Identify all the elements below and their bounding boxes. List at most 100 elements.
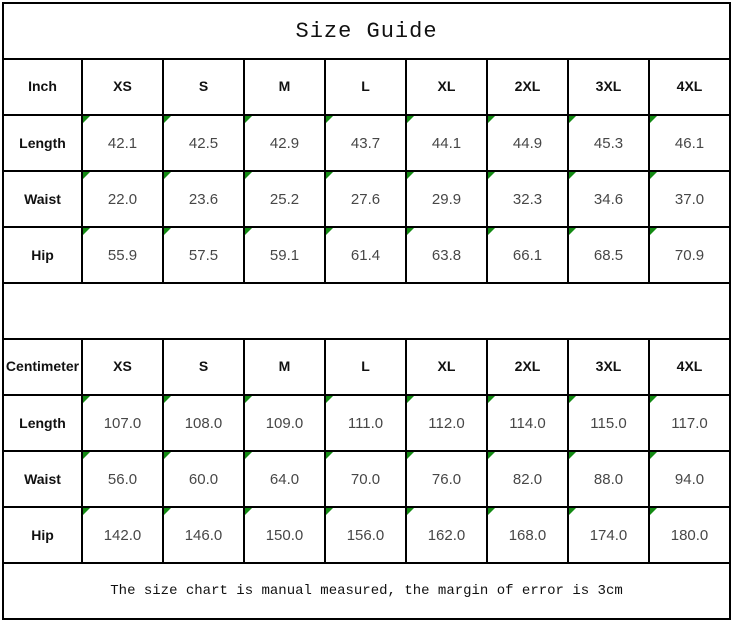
measurement-cell: 162.0 [405, 506, 488, 564]
size-header-3xl: 3XL [567, 338, 650, 396]
corner-flag-icon [246, 397, 252, 403]
unit-header-inch: Inch [2, 58, 83, 116]
measurement-value: 142.0 [103, 526, 142, 544]
size-header-4xl: 4XL [647, 58, 731, 116]
corner-flag-icon [84, 397, 90, 403]
measurement-value: 29.9 [431, 190, 462, 208]
measurement-value: 46.1 [674, 134, 705, 152]
measurement-cell: 29.9 [405, 170, 488, 228]
measurement-cell: 82.0 [486, 450, 569, 508]
corner-flag-icon [246, 173, 252, 179]
measurement-value: 146.0 [184, 526, 223, 544]
measurement-value: 68.5 [593, 246, 624, 264]
measurement-value: 43.7 [350, 134, 381, 152]
inch-length-row: Length 42.1 42.5 42.9 43.7 44.1 44.9 45.… [2, 114, 731, 172]
measurement-value: 60.0 [188, 470, 219, 488]
spacer-row [1, 282, 731, 340]
corner-flag-icon [84, 229, 90, 235]
measurement-cell: 23.6 [162, 170, 245, 228]
corner-flag-icon [489, 173, 495, 179]
corner-flag-icon [84, 117, 90, 123]
size-header-s: S [162, 338, 245, 396]
measurement-value: 32.3 [512, 190, 543, 208]
measurement-cell: 42.1 [81, 114, 164, 172]
measurement-cell: 114.0 [486, 394, 569, 452]
size-header-l: L [324, 338, 407, 396]
measurement-value: 44.1 [431, 134, 462, 152]
centimeter-length-row: Length 107.0 108.0 109.0 111.0 112.0 114… [2, 394, 731, 452]
measurement-value: 180.0 [670, 526, 709, 544]
measurement-cell: 76.0 [405, 450, 488, 508]
corner-flag-icon [408, 397, 414, 403]
footer-note: The size chart is manual measured, the m… [1, 562, 731, 620]
corner-flag-icon [408, 173, 414, 179]
measurement-value: 156.0 [346, 526, 385, 544]
corner-flag-icon [651, 229, 657, 235]
measurement-value: 56.0 [107, 470, 138, 488]
measurement-cell: 64.0 [243, 450, 326, 508]
size-header-xs: XS [81, 58, 164, 116]
measurement-cell: 142.0 [81, 506, 164, 564]
measurement-value: 82.0 [512, 470, 543, 488]
size-header-3xl: 3XL [567, 58, 650, 116]
measurement-cell: 146.0 [162, 506, 245, 564]
centimeter-header-row: Centimeter XS S M L XL 2XL 3XL 4XL [2, 338, 731, 396]
measurement-cell: 115.0 [567, 394, 650, 452]
corner-flag-icon [651, 117, 657, 123]
corner-flag-icon [327, 117, 333, 123]
corner-flag-icon [165, 453, 171, 459]
measurement-cell: 109.0 [243, 394, 326, 452]
inch-header-row: Inch XS S M L XL 2XL 3XL 4XL [2, 58, 731, 116]
measurement-value: 108.0 [184, 414, 223, 432]
row-label: Hip [2, 226, 83, 284]
corner-flag-icon [327, 453, 333, 459]
measurement-cell: 42.9 [243, 114, 326, 172]
measurement-cell: 42.5 [162, 114, 245, 172]
size-header-l: L [324, 58, 407, 116]
measurement-cell: 32.3 [486, 170, 569, 228]
measurement-value: 109.0 [265, 414, 304, 432]
corner-flag-icon [651, 173, 657, 179]
measurement-cell: 68.5 [567, 226, 650, 284]
corner-flag-icon [408, 229, 414, 235]
measurement-cell: 70.9 [647, 226, 731, 284]
row-label: Length [2, 114, 83, 172]
measurement-value: 168.0 [508, 526, 547, 544]
measurement-value: 150.0 [265, 526, 304, 544]
measurement-cell: 94.0 [647, 450, 731, 508]
measurement-cell: 88.0 [567, 450, 650, 508]
measurement-value: 70.0 [350, 470, 381, 488]
measurement-cell: 22.0 [81, 170, 164, 228]
measurement-cell: 57.5 [162, 226, 245, 284]
corner-flag-icon [408, 509, 414, 515]
corner-flag-icon [165, 117, 171, 123]
measurement-cell: 111.0 [324, 394, 407, 452]
row-label: Length [2, 394, 83, 452]
measurement-value: 25.2 [269, 190, 300, 208]
measurement-cell: 25.2 [243, 170, 326, 228]
measurement-cell: 59.1 [243, 226, 326, 284]
measurement-value: 42.1 [107, 134, 138, 152]
measurement-value: 94.0 [674, 470, 705, 488]
corner-flag-icon [165, 173, 171, 179]
size-header-xs: XS [81, 338, 164, 396]
measurement-value: 42.5 [188, 134, 219, 152]
measurement-value: 22.0 [107, 190, 138, 208]
size-header-xl: XL [405, 338, 488, 396]
corner-flag-icon [246, 117, 252, 123]
measurement-value: 23.6 [188, 190, 219, 208]
size-header-xl: XL [405, 58, 488, 116]
corner-flag-icon [165, 397, 171, 403]
inch-waist-row: Waist 22.0 23.6 25.2 27.6 29.9 32.3 34.6… [2, 170, 731, 228]
measurement-value: 174.0 [589, 526, 628, 544]
corner-flag-icon [570, 173, 576, 179]
measurement-cell: 70.0 [324, 450, 407, 508]
measurement-value: 37.0 [674, 190, 705, 208]
corner-flag-icon [84, 453, 90, 459]
corner-flag-icon [327, 229, 333, 235]
measurement-cell: 66.1 [486, 226, 569, 284]
measurement-cell: 37.0 [647, 170, 731, 228]
measurement-cell: 107.0 [81, 394, 164, 452]
measurement-value: 63.8 [431, 246, 462, 264]
measurement-cell: 150.0 [243, 506, 326, 564]
